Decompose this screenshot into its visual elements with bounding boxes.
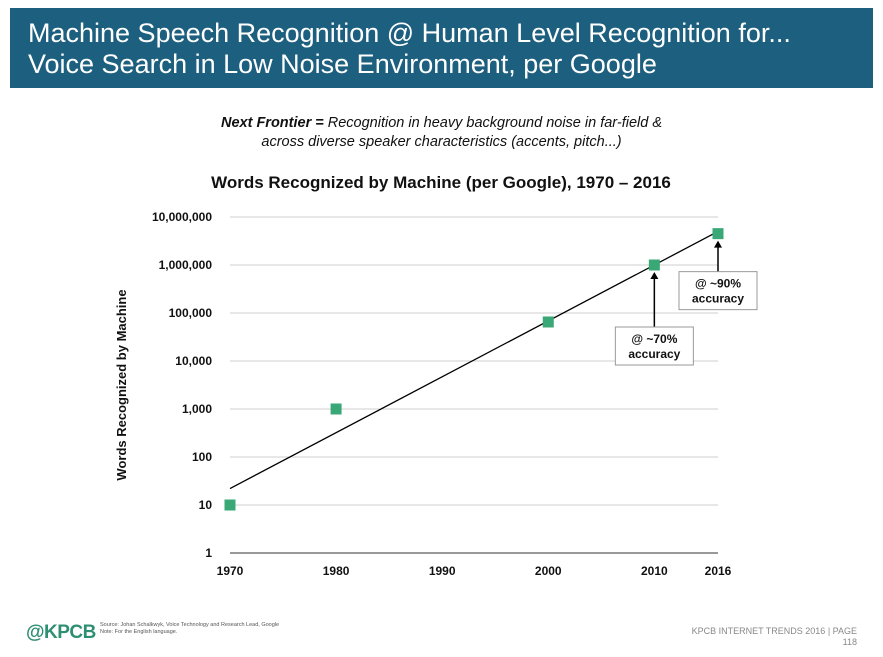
footer-report-label: KPCB INTERNET TRENDS 2016 | PAGE: [691, 626, 857, 636]
source-line-2: Note: For the English language.: [100, 629, 178, 635]
trendline: [229, 230, 719, 490]
next-frontier-note: Next Frontier = Recognition in heavy bac…: [0, 114, 883, 152]
frontier-line-1: Next Frontier = Recognition in heavy bac…: [0, 114, 883, 133]
annotation-line-1: @ ~90%: [695, 277, 741, 291]
annotation-arrowhead: [714, 240, 722, 248]
y-tick-label: 1,000: [182, 402, 212, 416]
title-line-1: Machine Speech Recognition @ Human Level…: [28, 18, 791, 48]
source-line-1: Source: Johan Schalkwyk, Voice Technolog…: [100, 622, 280, 628]
annotation-line-1: @ ~70%: [631, 332, 677, 346]
title-banner: Machine Speech Recognition @ Human Level…: [10, 8, 873, 88]
data-point-2010: [648, 259, 660, 271]
y-tick-label: 100: [192, 450, 212, 464]
x-tick-label: 1990: [429, 564, 456, 578]
data-point-2016: [712, 228, 724, 240]
x-tick-label: 1980: [323, 564, 350, 578]
annotation-line-2: accuracy: [692, 292, 744, 306]
y-tick-label: 10: [199, 498, 213, 512]
y-tick-label: 100,000: [169, 306, 213, 320]
data-point-1980: [330, 403, 342, 415]
x-tick-label: 1970: [217, 564, 244, 578]
frontier-text-2: across diverse speaker characteristics (…: [261, 134, 622, 150]
y-tick-label: 1: [205, 546, 212, 560]
x-tick-label: 2000: [535, 564, 562, 578]
x-tick-label: 2010: [641, 564, 668, 578]
frontier-label: Next Frontier =: [220, 115, 324, 131]
chart-title: Words Recognized by Machine (per Google)…: [211, 173, 671, 192]
title-line-2: Voice Search in Low Noise Environment, p…: [28, 49, 657, 79]
words-recognized-chart: Words Recognized by Machine (per Google)…: [114, 173, 758, 578]
annotation-box: [678, 271, 758, 311]
y-tick-label: 10,000,000: [152, 210, 212, 224]
kpcb-logo: @KPCB: [26, 622, 96, 643]
page-footer: KPCB INTERNET TRENDS 2016 | PAGE 118: [692, 626, 857, 648]
y-axis-label: Words Recognized by Machine: [114, 289, 129, 480]
frontier-text-1: Recognition in heavy background noise in…: [323, 115, 662, 131]
page-number: 118: [842, 637, 857, 647]
annotation-box: [614, 326, 694, 366]
data-point-1970: [224, 499, 236, 511]
annotation-line-2: accuracy: [628, 347, 680, 361]
data-point-2000: [542, 316, 554, 328]
annotation-arrowhead: [650, 272, 659, 279]
source-note: Source: Johan Schalkwyk, Voice Technolog…: [100, 622, 320, 636]
x-tick-label: 2016: [705, 564, 732, 578]
y-tick-label: 1,000,000: [159, 258, 213, 272]
y-tick-label: 10,000: [175, 354, 212, 368]
